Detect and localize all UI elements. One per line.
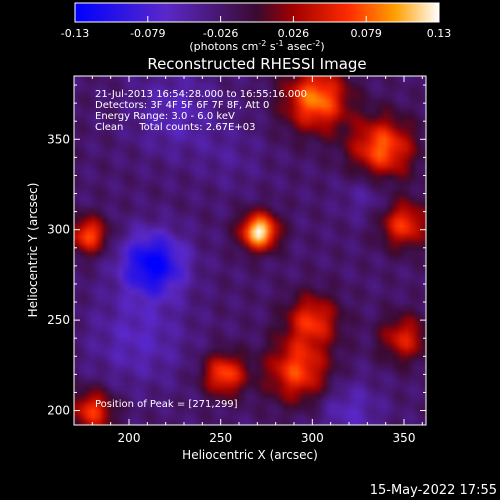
y-axis: 200 250 300 350 (47, 84, 426, 418)
x-axis-label: Heliocentric X (arcsec) (182, 448, 318, 462)
colorbar-unit-label: (photons cm-2 s-1 asec-2) (189, 39, 324, 53)
annotation-energy-range: Energy Range: 3.0 - 6.0 keV (95, 111, 235, 122)
y-axis-label: Heliocentric Y (arcsec) (26, 183, 40, 318)
colorbar-tick-label: 0.079 (350, 27, 382, 40)
colorbar-tick-label: -0.026 (203, 27, 238, 40)
annotation-clean-counts: Clean Total counts: 2.67E+03 (95, 122, 255, 133)
colorbar-ticks: -0.13 -0.079 -0.026 0.026 0.079 0.13 (61, 16, 451, 40)
colorbar: -0.13 -0.079 -0.026 0.026 0.079 0.13 (photons… (61, 2, 451, 53)
heatmap-plot-area (73, 75, 427, 426)
annotation-time-range: 21-Jul-2013 16:54:28.000 to 16:55:16.000 (95, 89, 307, 100)
annotation-detectors: Detectors: 3F 4F 5F 6F 7F 8F, Att 0 (95, 100, 269, 111)
heatmap-image (74, 76, 426, 425)
x-tick-label: 200 (118, 431, 141, 445)
colorbar-tick-label: 0.026 (278, 27, 310, 40)
annotation-block: 21-Jul-2013 16:54:28.000 to 16:55:16.000… (95, 89, 307, 410)
x-tick-label: 250 (209, 431, 232, 445)
y-tick-label: 350 (47, 132, 70, 146)
colorbar-tick-label: -0.079 (130, 27, 165, 40)
chart-title: Reconstructed RHESSI Image (147, 55, 366, 73)
colorbar-gradient (74, 2, 440, 23)
y-tick-label: 250 (47, 313, 70, 327)
date-stamp: 15-May-2022 17:55 (370, 483, 497, 498)
colorbar-tick-label: 0.13 (427, 27, 452, 40)
peak-position-label: Position of Peak = [271,299] (95, 399, 238, 410)
colorbar-tick-label: -0.13 (61, 27, 89, 40)
y-tick-label: 200 (47, 404, 70, 418)
y-tick-label: 300 (47, 223, 70, 237)
x-axis: 200 250 300 350 (91, 76, 423, 445)
plot-frame (73, 75, 427, 426)
x-tick-label: 300 (301, 431, 324, 445)
x-tick-label: 350 (393, 431, 416, 445)
